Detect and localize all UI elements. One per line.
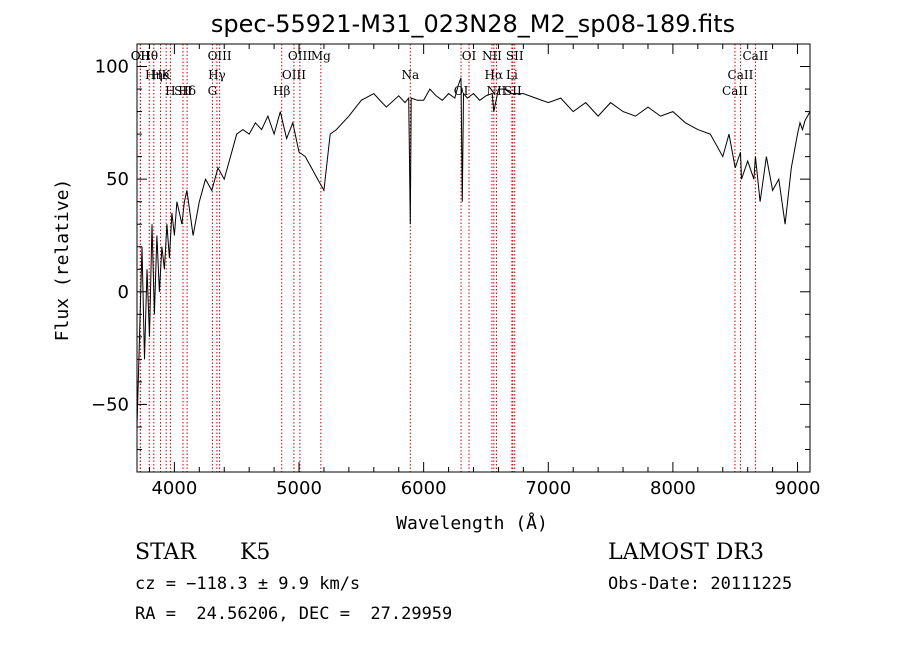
line-label-0: Hθ (140, 49, 158, 63)
line-label-18: OI (462, 49, 477, 63)
redshift-cz: cz = −118.3 ± 9.9 km/s (135, 574, 361, 594)
line-label-5: SII (174, 84, 192, 98)
line-label-19: Hα (485, 68, 504, 82)
survey-name: LAMOST DR3 (608, 540, 764, 565)
line-label-1: K (162, 68, 172, 82)
object-subclass: K5 (240, 540, 271, 565)
y-tick-label-2: 50 (106, 169, 129, 190)
x-tick-label-1: 5000 (276, 478, 322, 499)
line-label-21: NII (482, 49, 502, 63)
plot-frame (136, 43, 811, 473)
line-label-3: OII (131, 49, 151, 63)
line-label-16: Na (401, 68, 419, 82)
x-tick-label-4: 8000 (650, 478, 696, 499)
line-label-13: OIII (282, 68, 306, 82)
line-label-27: CaII (742, 49, 768, 63)
y-tick-label-3: 100 (95, 57, 129, 78)
x-axis-ticks: 4000 5000 6000 7000 8000 9000 (148, 44, 821, 499)
line-label-20: SII (504, 84, 522, 98)
line-label-23: NII (486, 84, 506, 98)
line-label-4: He (152, 68, 170, 82)
line-label-24: SII (506, 49, 524, 63)
line-label-25: CaII (728, 68, 754, 82)
line-label-2: Hδ (178, 84, 196, 98)
observation-date: Obs-Date: 20111225 (608, 574, 793, 594)
line-label-14: Hβ (273, 84, 290, 98)
x-tick-label-5: 9000 (775, 478, 821, 499)
line-label-7: Hη (145, 68, 163, 82)
x-tick-label-2: 6000 (401, 478, 447, 499)
x-axis-label: Wavelength (Å) (396, 512, 548, 534)
line-label-group: HθKHδOIIHeSIIOIIHηHOIIIHγGOIIIOIIIHβMgNa… (131, 49, 769, 98)
y-tick-label-0: −50 (91, 394, 129, 415)
flux-series-line (136, 77, 811, 427)
line-label-11: G (208, 84, 218, 98)
x-tick-label-0: 4000 (151, 478, 197, 499)
x-tick-label-3: 7000 (525, 478, 571, 499)
y-axis-ticks: −50 0 50 100 (91, 43, 810, 450)
y-axis-label: Flux (relative) (52, 179, 73, 342)
line-label-15: Mg (311, 49, 331, 63)
line-label-6: OII (131, 49, 151, 63)
line-label-8: H (165, 84, 175, 98)
line-label-22: Li (506, 68, 518, 82)
object-class: STAR (135, 540, 196, 565)
chart-title: spec-55921-M31_023N28_M2_sp08-189.fits (211, 10, 735, 38)
y-tick-label-1: 0 (118, 282, 129, 303)
line-label-10: Hγ (208, 68, 226, 82)
line-label-12: OIII (288, 49, 312, 63)
coordinates: RA = 24.56206, DEC = 27.29959 (135, 604, 453, 624)
line-label-9: OIII (208, 49, 232, 63)
line-label-26: CaII (722, 84, 748, 98)
line-marker-group (139, 44, 756, 472)
